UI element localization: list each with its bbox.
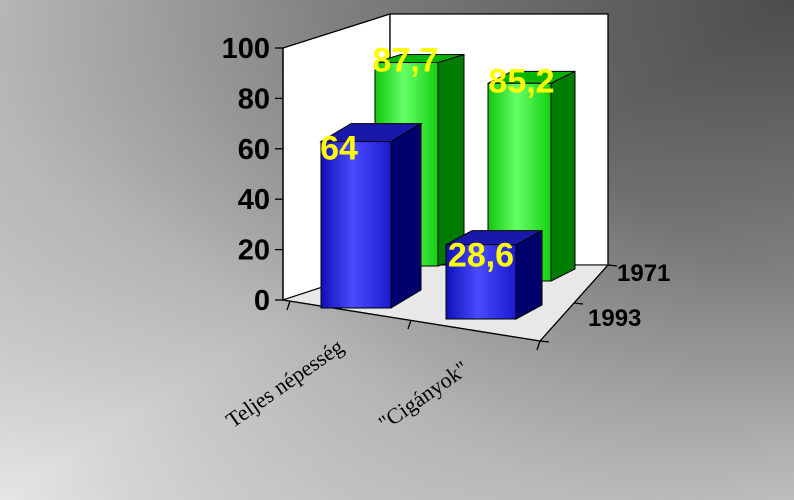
- data-label: 85,2: [488, 62, 554, 100]
- y-tick-label: 0: [254, 285, 270, 317]
- depth-tick-mark: [607, 264, 618, 267]
- series-axis-label: 1971: [617, 260, 670, 287]
- y-tick-label: 20: [238, 235, 270, 267]
- depth-tick-mark: [539, 340, 550, 343]
- bar-side-face: [515, 229, 543, 320]
- bar-front-face: [445, 244, 517, 320]
- y-tick-label: 80: [238, 83, 270, 115]
- series-axis-label: 1993: [588, 305, 641, 332]
- bar-side-face: [437, 53, 465, 267]
- bar-side-face: [390, 122, 422, 309]
- bar: [445, 229, 543, 320]
- y-tick-label: 60: [238, 134, 270, 166]
- y-tick-label: 40: [238, 184, 270, 216]
- data-label: 28,6: [448, 237, 514, 275]
- bar-front-face: [320, 141, 392, 309]
- x-tick-mark: [407, 319, 412, 330]
- data-label: 64: [320, 130, 358, 168]
- x-tick-mark: [536, 340, 541, 351]
- depth-tick-mark: [573, 302, 584, 305]
- x-tick-mark: [286, 300, 291, 311]
- data-label: 87,7: [372, 42, 438, 80]
- bar: [319, 122, 423, 309]
- bar-side-face: [550, 70, 576, 282]
- y-tick-label: 100: [222, 33, 270, 65]
